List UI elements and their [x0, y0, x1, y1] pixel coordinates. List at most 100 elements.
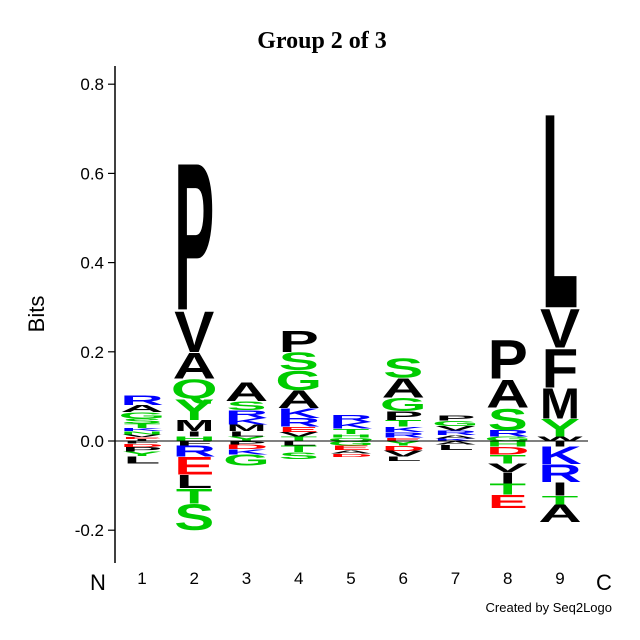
- x-position-label: 1: [137, 569, 146, 588]
- logo-letter-r: R: [434, 429, 477, 436]
- y-tick-label: 0.6: [80, 164, 104, 183]
- x-position-label: 3: [242, 569, 251, 588]
- logo-letter-s: S: [488, 403, 528, 437]
- logo-letter-g: G: [484, 435, 531, 442]
- x-position-label: 9: [555, 569, 564, 588]
- logo-letter-h: H: [486, 440, 529, 448]
- logo-letter-a: A: [277, 385, 320, 413]
- logo-letter-i: I: [134, 438, 151, 441]
- logo-letter-w: W: [537, 436, 583, 443]
- logo-letter-v: V: [279, 431, 320, 438]
- logo-letter-g: G: [380, 395, 427, 415]
- logo-letter-e: E: [174, 452, 214, 480]
- logo-letter-m: M: [540, 380, 580, 428]
- logo-letter-t: T: [385, 419, 422, 429]
- logo-letter-v: V: [435, 425, 476, 432]
- logo-letter-d: D: [120, 443, 163, 448]
- logo-letter-e: E: [122, 437, 162, 440]
- logo-letter-t: T: [542, 493, 579, 507]
- logo-letter-y: Y: [122, 450, 162, 458]
- logo-letter-s: S: [383, 353, 423, 384]
- logo-letter-p: P: [279, 325, 319, 359]
- x-position-label: 6: [399, 569, 408, 588]
- logo-letter-a: A: [382, 373, 425, 404]
- logo-letter-e: E: [383, 437, 423, 443]
- logo-letter-p: P: [174, 119, 214, 354]
- logo-letter-f: F: [542, 338, 579, 400]
- logo-letter-v: V: [174, 298, 214, 364]
- logo-letter-r: R: [538, 459, 581, 487]
- logo-letter-m: M: [174, 417, 214, 434]
- logo-letter-t: T: [176, 484, 213, 509]
- logo-letter-l: L: [437, 443, 474, 451]
- logo-letter-v: V: [540, 298, 580, 360]
- logo-letter-k: K: [434, 438, 478, 442]
- y-tick-label: 0.0: [80, 432, 104, 451]
- logo-letter-g: G: [119, 411, 166, 421]
- logo-letter-e: E: [331, 444, 371, 451]
- logo-letter-k: K: [538, 442, 581, 470]
- logo-letter-h: H: [329, 433, 372, 439]
- logo-letter-l: L: [385, 456, 422, 463]
- logo-letter-f: F: [176, 440, 213, 447]
- logo-letter-v: V: [488, 461, 528, 475]
- logo-letter-k: K: [120, 427, 164, 432]
- logo-letter-g: G: [328, 440, 375, 447]
- logo-letter-v: V: [383, 449, 424, 458]
- y-tick-label: 0.8: [80, 75, 104, 94]
- logo-letter-i: I: [552, 479, 569, 499]
- logo-letters: IEVNKTSGARFDPYLHIMYQAVPFRELTSYLMKRSAPDKG…: [119, 54, 584, 538]
- logo-letter-p: P: [488, 329, 528, 391]
- logo-letter-a: A: [486, 371, 529, 416]
- logo-letter-a: A: [434, 434, 477, 440]
- logo-letter-s: S: [279, 451, 319, 461]
- n-terminus-label: N: [90, 570, 106, 595]
- logo-letter-r: R: [486, 428, 529, 438]
- logo-letter-p: P: [383, 409, 423, 423]
- logo-letter-f: F: [124, 440, 161, 444]
- logo-letter-n: N: [120, 430, 163, 435]
- logo-letter-r: R: [225, 408, 268, 420]
- logo-letter-k: K: [277, 406, 321, 421]
- logo-letter-y: Y: [174, 394, 214, 427]
- logo-letter-y: Y: [540, 414, 580, 442]
- logo-letter-g: G: [275, 365, 322, 396]
- logo-letter-t: T: [280, 444, 317, 454]
- logo-letter-t: T: [124, 423, 161, 430]
- logo-letter-q: Q: [171, 374, 218, 405]
- logo-letter-t: T: [489, 481, 526, 498]
- logo-letter-l: L: [542, 54, 579, 366]
- logo-letter-g: G: [223, 452, 270, 469]
- x-position-label: 7: [451, 569, 460, 588]
- x-axis-position-labels: 1 2 3 4 5 6 7 8 9: [137, 569, 564, 588]
- logo-letter-p: P: [122, 446, 162, 453]
- logo-letter-r: R: [329, 413, 372, 424]
- logo-letter-h: H: [173, 435, 216, 442]
- logo-letter-a: A: [538, 499, 581, 527]
- credit-text: Created by Seq2Logo: [486, 600, 612, 615]
- logo-letter-t: T: [280, 435, 317, 442]
- logo-letter-y: Y: [383, 440, 423, 447]
- x-position-label: 8: [503, 569, 512, 588]
- logo-letter-l: L: [228, 430, 265, 438]
- logo-letter-r: R: [173, 443, 216, 460]
- logo-letter-a: A: [329, 449, 372, 455]
- logo-letter-s: S: [122, 417, 162, 425]
- logo-letter-e: E: [488, 492, 528, 512]
- logo-letter-a: A: [434, 440, 477, 446]
- logo-letter-p: P: [435, 414, 475, 422]
- y-tick-label: 0.2: [80, 343, 104, 362]
- logo-letter-r: R: [120, 393, 163, 408]
- logo-letter-d: D: [382, 444, 425, 452]
- x-position-label: 2: [190, 569, 199, 588]
- logo-letter-t: T: [489, 452, 526, 466]
- logo-letter-a: A: [173, 345, 216, 387]
- logo-letter-k: K: [225, 448, 269, 456]
- logo-letter-a: A: [225, 376, 268, 406]
- logo-letter-m: M: [227, 423, 267, 433]
- y-axis-label: Bits: [24, 296, 49, 333]
- logo-letter-s: S: [226, 399, 266, 413]
- logo-letter-k: K: [329, 420, 372, 430]
- logo-letter-k: K: [225, 416, 268, 426]
